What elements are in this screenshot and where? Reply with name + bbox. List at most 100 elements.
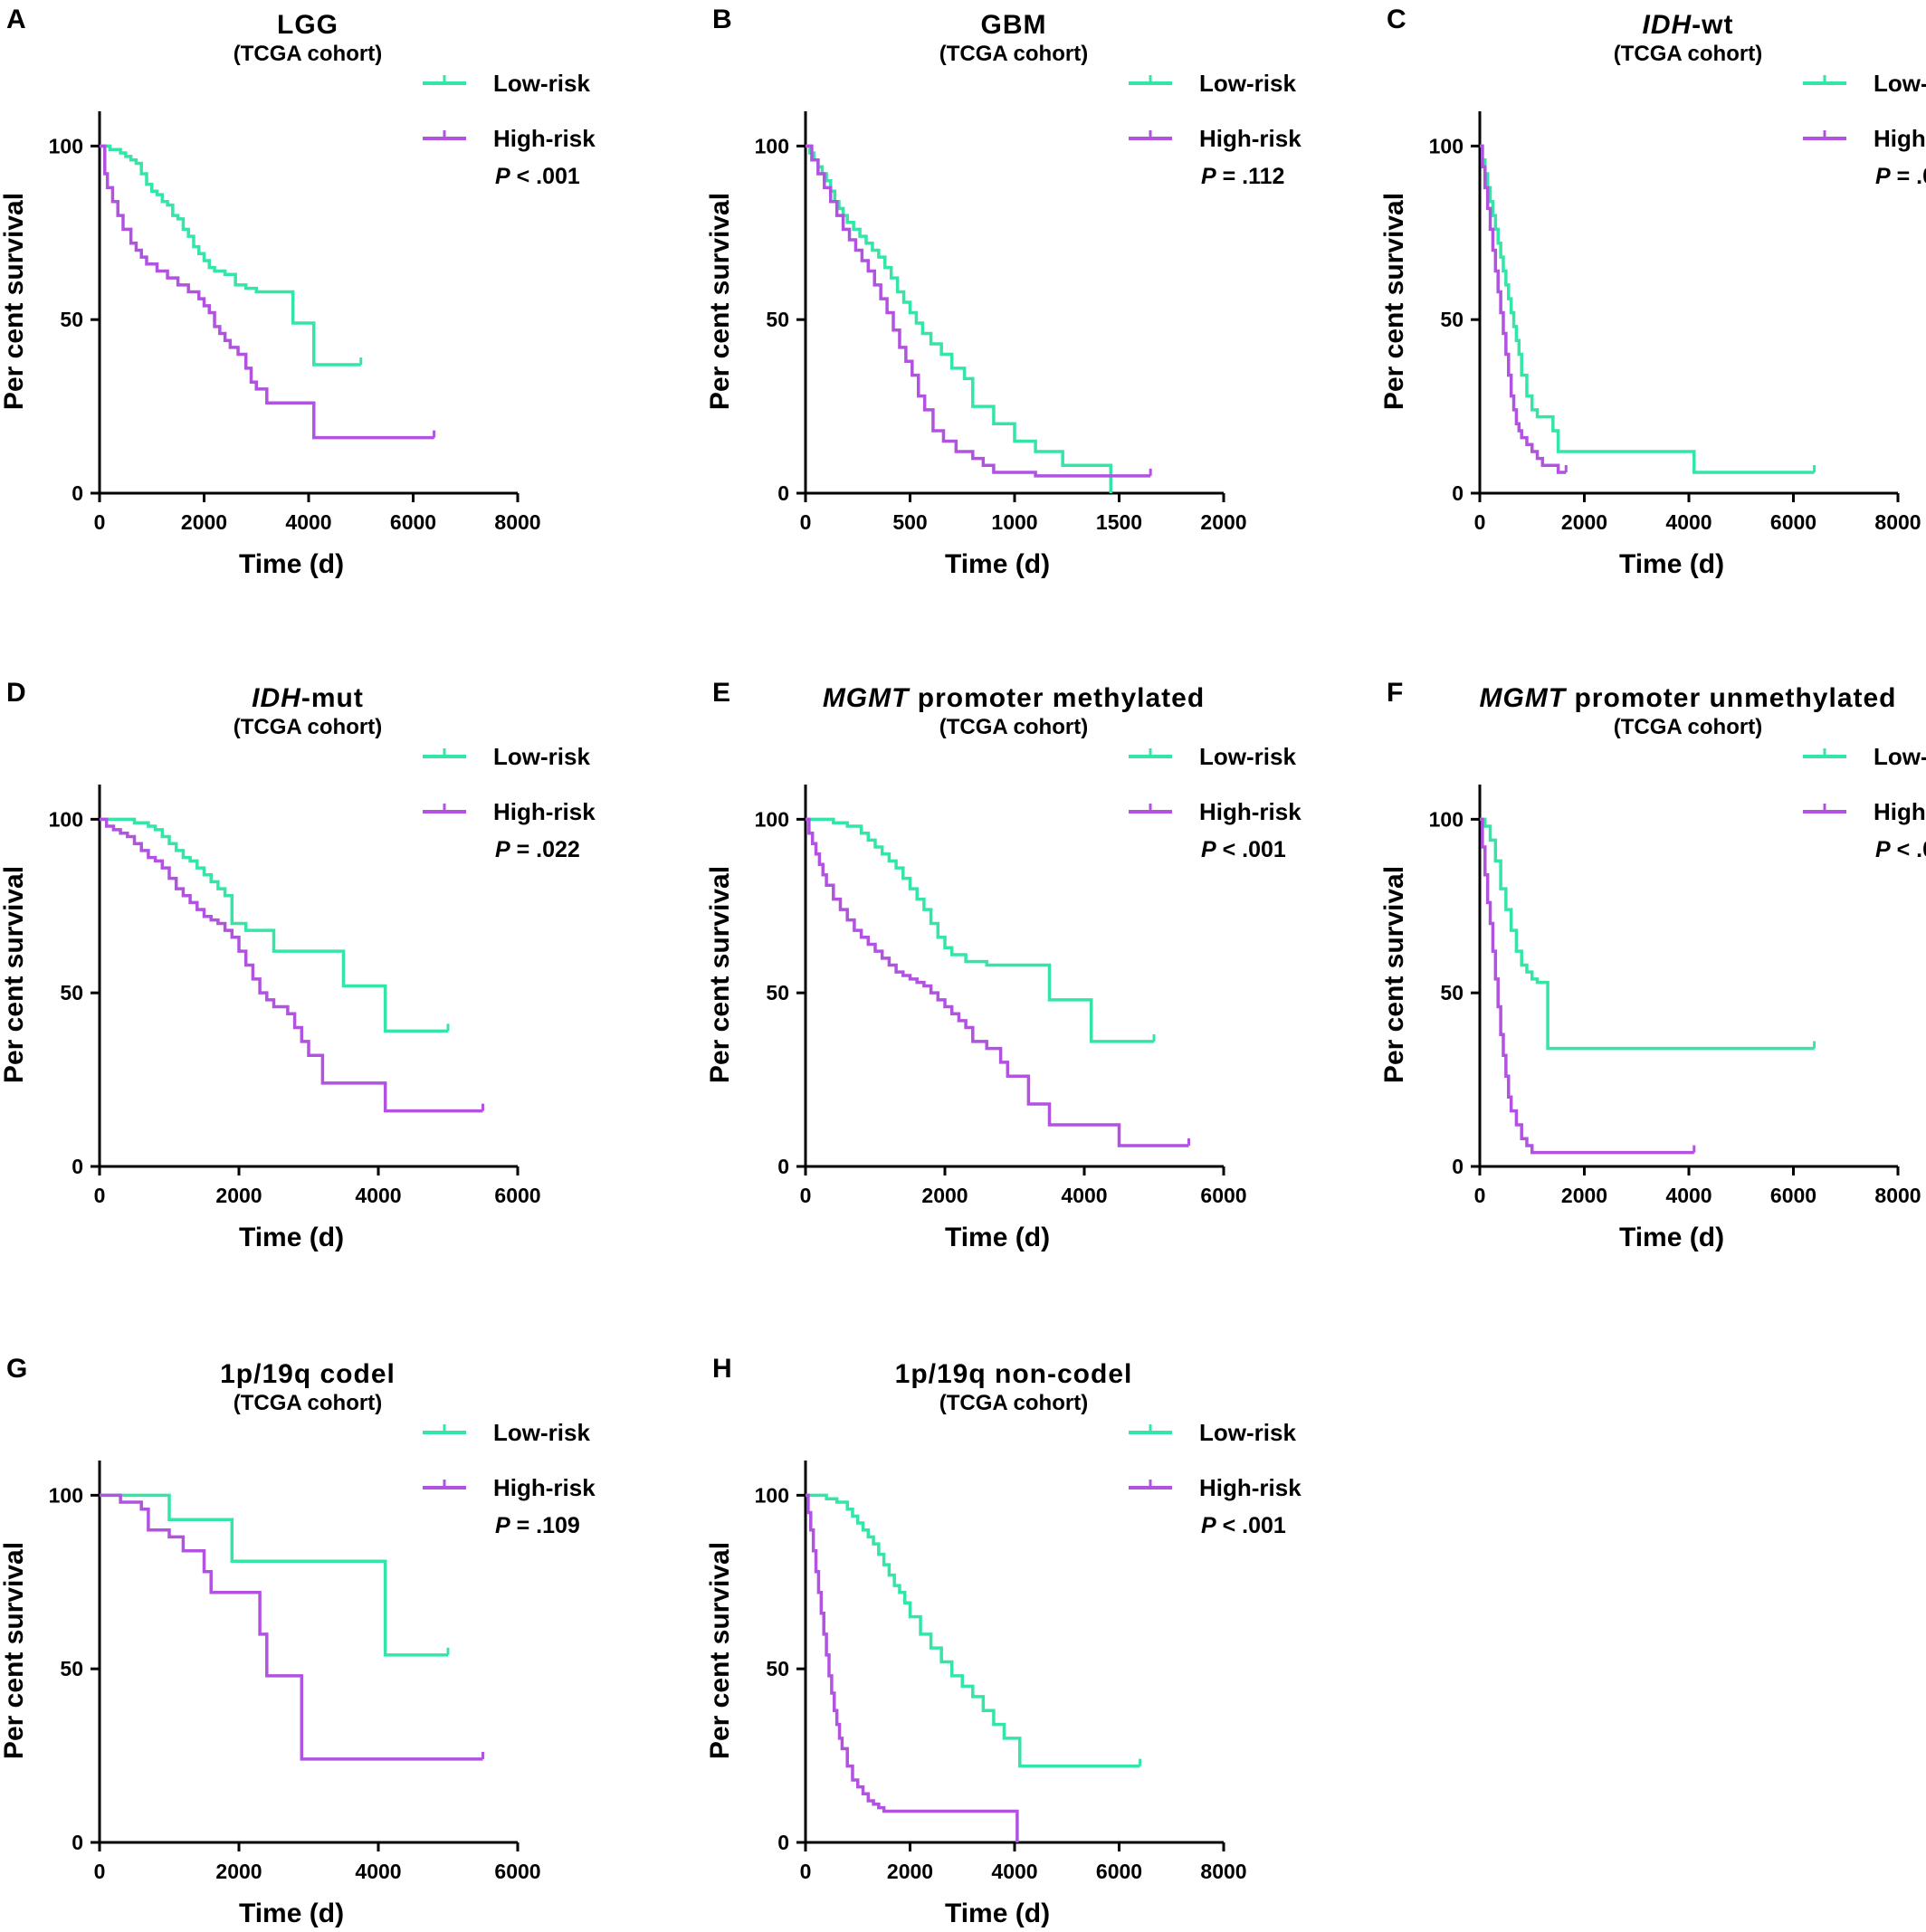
- low-risk-curve: [806, 1493, 1140, 1768]
- panel-letter: H: [712, 1354, 732, 1384]
- panel-subtitle: (TCGA cohort): [939, 42, 1088, 66]
- panel-subtitle: (TCGA cohort): [1614, 715, 1762, 739]
- x-tick-label: 4000: [1061, 1184, 1107, 1207]
- low-risk-legend-label: Low-risk: [1874, 743, 1926, 770]
- low-risk-curve: [806, 817, 1154, 1043]
- x-axis-label: Time (d): [1619, 549, 1724, 579]
- x-tick-label: 6000: [494, 1184, 540, 1207]
- km-panel-g: G 1p/19q codel(TCGA cohort) 0 50 100 0 2000 400…: [0, 1354, 596, 1928]
- y-tick-label: 100: [1429, 807, 1464, 831]
- low-risk-legend-label: Low-risk: [1199, 743, 1296, 770]
- y-tick-label: 50: [60, 308, 83, 331]
- x-tick-label: 500: [892, 510, 927, 534]
- panel-title: MGMT promoter unmethylated: [1479, 683, 1896, 713]
- title-segment: IDH: [1643, 10, 1692, 40]
- y-tick-label: 0: [72, 1155, 83, 1178]
- x-tick-label: 4000: [355, 1860, 401, 1883]
- p-value: P = .112: [1201, 164, 1284, 189]
- low-risk-legend-label: Low-risk: [493, 743, 590, 770]
- high-risk-legend-label: High-risk: [1874, 125, 1926, 152]
- x-axis-label: Time (d): [945, 1223, 1050, 1252]
- y-tick-label: 50: [60, 1657, 83, 1680]
- x-tick-label: 6000: [390, 510, 436, 534]
- x-tick-label: 4000: [1665, 510, 1711, 534]
- title-segment: MGMT: [823, 683, 911, 713]
- high-risk-curve: [806, 817, 1189, 1147]
- p-value-text: = .022: [510, 837, 580, 862]
- low-risk-curve: [1480, 817, 1815, 1051]
- x-tick-label: 2000: [921, 1184, 968, 1207]
- p-value-text: = .007: [1891, 164, 1926, 189]
- x-tick-label: 8000: [1200, 1860, 1246, 1883]
- low-risk-legend-label: Low-risk: [493, 1419, 590, 1446]
- x-tick-label: 2000: [887, 1860, 933, 1883]
- high-risk-curve: [806, 144, 1151, 478]
- low-risk-legend-label: Low-risk: [1199, 1419, 1296, 1446]
- title-segment: 1p/19q non-codel: [895, 1359, 1133, 1389]
- y-tick-label: 0: [1452, 1155, 1464, 1178]
- low-risk-curve: [100, 144, 361, 366]
- x-tick-label: 6000: [1096, 1860, 1142, 1883]
- panel-subtitle: (TCGA cohort): [234, 715, 382, 739]
- p-value: P < .001: [1201, 1513, 1286, 1538]
- high-risk-legend-label: High-risk: [1199, 798, 1301, 825]
- p-value: P = .022: [495, 837, 580, 862]
- x-axis-label: Time (d): [239, 1899, 344, 1928]
- panel-subtitle: (TCGA cohort): [939, 1391, 1088, 1415]
- y-tick-label: 100: [49, 134, 83, 157]
- x-tick-label: 2000: [1561, 510, 1607, 534]
- y-axis-label: Per cent survival: [1379, 866, 1409, 1083]
- x-axis-label: Time (d): [945, 1899, 1050, 1928]
- km-panel-a: A LGG(TCGA cohort) 0 50 100 0 2000 4000 6000 8000…: [0, 5, 596, 579]
- high-risk-legend-label: High-risk: [1199, 125, 1301, 152]
- x-tick-label: 4000: [285, 510, 331, 534]
- p-symbol: P: [495, 1513, 510, 1538]
- y-axis-label: Per cent survival: [705, 193, 735, 410]
- x-tick-label: 0: [800, 1184, 812, 1207]
- y-tick-label: 50: [766, 981, 789, 1004]
- p-value-text: < .001: [1891, 837, 1926, 862]
- low-risk-curve: [1480, 144, 1815, 474]
- x-tick-label: 0: [94, 1184, 106, 1207]
- y-axis-label: Per cent survival: [705, 1542, 735, 1759]
- x-tick-label: 0: [800, 510, 812, 534]
- panel-subtitle: (TCGA cohort): [234, 42, 382, 66]
- panel-letter: D: [6, 678, 26, 708]
- p-value: P = .109: [495, 1513, 580, 1538]
- p-value: P < .001: [1875, 837, 1926, 862]
- x-axis-label: Time (d): [239, 549, 344, 579]
- km-panel-d: D IDH-mut(TCGA cohort) 0 50 100 0 2000 4000 6000…: [0, 678, 596, 1252]
- panel-title: MGMT promoter methylated: [823, 683, 1205, 713]
- panel-title: IDH-wt: [1643, 10, 1734, 40]
- y-tick-label: 50: [766, 1657, 789, 1680]
- low-risk-curve: [100, 817, 448, 1033]
- y-tick-label: 100: [49, 807, 83, 831]
- x-tick-label: 2000: [215, 1860, 262, 1883]
- panel-subtitle: (TCGA cohort): [939, 715, 1088, 739]
- y-tick-label: 100: [1429, 134, 1464, 157]
- km-panel-f: F MGMT promoter unmethylated(TCGA cohort)…: [1379, 678, 1926, 1252]
- x-axis-label: Time (d): [945, 549, 1050, 579]
- x-tick-label: 4000: [355, 1184, 401, 1207]
- x-tick-label: 2000: [1561, 1184, 1607, 1207]
- high-risk-curve: [100, 144, 434, 440]
- x-tick-label: 0: [94, 510, 106, 534]
- y-axis-label: Per cent survival: [1379, 193, 1409, 410]
- p-value-text: = .109: [510, 1513, 580, 1538]
- title-segment: 1p/19q codel: [220, 1359, 396, 1389]
- p-symbol: P: [1875, 164, 1891, 189]
- x-tick-label: 2000: [215, 1184, 262, 1207]
- x-tick-label: 1000: [991, 510, 1037, 534]
- p-value-text: < .001: [1216, 1513, 1286, 1538]
- panel-title: GBM: [981, 10, 1047, 40]
- x-tick-label: 8000: [1874, 510, 1921, 534]
- y-tick-label: 50: [766, 308, 789, 331]
- y-tick-label: 100: [755, 1483, 789, 1507]
- x-tick-label: 4000: [1665, 1184, 1711, 1207]
- high-risk-curve: [100, 817, 483, 1113]
- p-symbol: P: [1201, 837, 1216, 862]
- title-segment: promoter methylated: [909, 683, 1205, 713]
- p-value-text: = .112: [1216, 164, 1285, 189]
- p-value: P = .007: [1875, 164, 1926, 189]
